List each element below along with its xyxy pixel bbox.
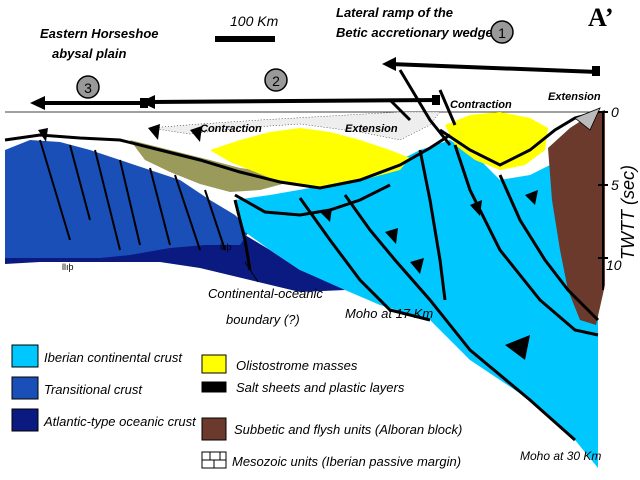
twtt-axis-title: TWTT (sec) [618, 165, 638, 260]
svg-text:2: 2 [272, 73, 280, 89]
transitional-faults [39, 139, 226, 251]
moho-30-label: Moho at 30 Km [520, 449, 601, 463]
svg-text:Mesozoic units (Iberian passiv: Mesozoic units (Iberian passive margin) [232, 454, 461, 469]
contraction-label-left: Contraction [200, 123, 262, 135]
svg-text:3: 3 [84, 80, 92, 96]
segment-arrow-1 [382, 57, 600, 76]
legend-item-subbetic: Subbetic and flysh units (Alboran block) [201, 417, 462, 441]
scale-label: 100 Km [230, 13, 279, 29]
moho-17-label: Moho at 17 Km [345, 306, 433, 321]
segment-badge-2: 2 [264, 68, 288, 92]
svg-text:Subbetic and flysh units (Albo: Subbetic and flysh units (Alboran block) [234, 422, 462, 437]
left-title-line2: abysal plain [52, 46, 126, 61]
scale-bar [215, 36, 275, 42]
segment-arrow-3 [30, 96, 148, 110]
fault-tag: llıþ [62, 262, 74, 272]
ramp-title-line2: Betic accretionary wedge [336, 25, 493, 40]
ramp-title-line1: Lateral ramp of the [336, 5, 453, 20]
boundary-label-line2: boundary (?) [226, 312, 300, 327]
major-faults [233, 69, 600, 442]
extension-arrow [574, 107, 601, 131]
left-title-line1: Eastern Horseshoe [40, 26, 159, 41]
contraction-label-right: Contraction [450, 99, 512, 111]
svg-text:Transitional crust: Transitional crust [44, 382, 143, 397]
olistostrome-left [210, 128, 410, 188]
svg-text:Salt sheets and plastic layers: Salt sheets and plastic layers [236, 380, 405, 395]
twtt-axis: 0 5 10 TWTT (sec) [598, 104, 638, 290]
extension-label-right: Extension [548, 91, 601, 103]
boundary-label-line1: Continental-oceanic [208, 286, 323, 301]
svg-text:1: 1 [498, 25, 506, 41]
legend-item-continental: Iberian continental crust [11, 344, 183, 368]
segment-badge-3: 3 [76, 75, 100, 99]
svg-text:Atlantic-type oceanic crust: Atlantic-type oceanic crust [43, 414, 197, 429]
thrust-markers [38, 124, 538, 360]
legend-item-salt: Salt sheets and plastic layers [201, 380, 405, 395]
upper-sediment [149, 111, 441, 141]
svg-text:Olistostrome masses: Olistostrome masses [236, 358, 358, 373]
corner-label: A’ [588, 3, 614, 32]
legend-item-oceanic: Atlantic-type oceanic crust [11, 408, 197, 432]
boundary-pointer [244, 261, 259, 283]
twtt-tick-0: 0 [611, 104, 619, 120]
transitional-crust-area [5, 140, 250, 258]
fault-tag: llıþ [220, 242, 232, 252]
legend-item-transitional: Transitional crust [11, 376, 143, 400]
legend-item-olistostrome: Olistostrome masses [201, 354, 358, 374]
twtt-tick-10: 10 [606, 257, 622, 273]
subbetic-block [548, 110, 605, 325]
svg-text:Iberian continental crust: Iberian continental crust [44, 350, 183, 365]
extension-label-left: Extension [345, 123, 398, 135]
twtt-tick-5: 5 [611, 177, 619, 193]
legend-item-mesozoic: Mesozoic units (Iberian passive margin) [201, 451, 461, 469]
segment-badge-1: 1 [490, 20, 514, 44]
legend: Iberian continental crust Transitional c… [11, 344, 462, 469]
